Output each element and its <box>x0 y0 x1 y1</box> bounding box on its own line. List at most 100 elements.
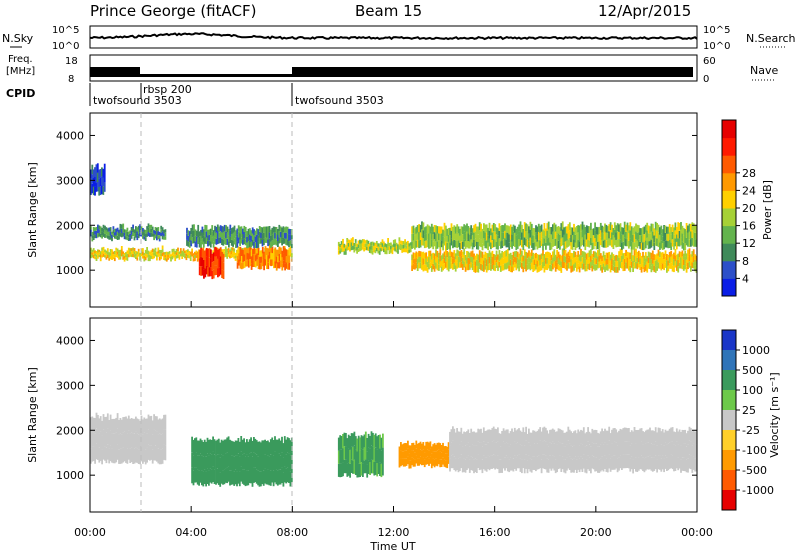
heatmap-cell <box>222 232 225 240</box>
heatmap-cell <box>221 226 223 233</box>
heatmap-cell <box>92 178 95 187</box>
heatmap-cell <box>136 257 139 261</box>
heatmap-cell <box>349 243 351 248</box>
heatmap-cell <box>414 452 416 460</box>
heatmap-cell <box>545 263 547 270</box>
heatmap-cell <box>364 243 367 247</box>
heatmap-cell <box>447 456 450 464</box>
heatmap-cell <box>651 238 654 247</box>
heatmap-cell <box>651 444 654 458</box>
heatmap-cell <box>271 253 274 260</box>
heatmap-cell <box>288 241 290 248</box>
heatmap-cell <box>443 257 446 264</box>
heatmap-cell <box>604 442 606 456</box>
heatmap-cell <box>343 459 346 474</box>
heatmap-cell <box>115 432 118 448</box>
heatmap-cell <box>494 254 497 261</box>
heatmap-cell <box>581 237 584 246</box>
heatmap-cell <box>623 441 626 455</box>
heatmap-cell <box>172 251 175 255</box>
heatmap-cell <box>240 451 243 467</box>
heatmap-cell <box>288 234 290 241</box>
heatmap-cell <box>368 249 371 253</box>
heatmap-cell <box>129 433 132 449</box>
heatmap-cell <box>433 459 436 468</box>
heatmap-cell <box>408 453 411 461</box>
heatmap-cell <box>564 249 567 257</box>
heatmap-cell <box>470 239 473 247</box>
heatmap-cell <box>285 468 288 484</box>
heatmap-cell <box>649 241 651 249</box>
heatmap-cell <box>425 449 428 458</box>
heatmap-cell <box>656 432 658 446</box>
heatmap-cell <box>195 255 198 258</box>
heatmap-cell <box>687 249 689 257</box>
heatmap-cell <box>439 226 442 234</box>
heatmap-cell <box>246 439 248 455</box>
heatmap-cell <box>554 231 557 239</box>
heatmap-cell <box>350 238 353 243</box>
heatmap-cell <box>587 455 589 470</box>
heatmap-cell <box>499 446 502 460</box>
heatmap-cell <box>623 264 626 271</box>
heatmap-cell <box>288 438 290 454</box>
heatmap-cell <box>490 264 492 271</box>
heatmap-cell <box>640 261 643 267</box>
heatmap-cell <box>106 413 109 429</box>
heatmap-cell <box>432 263 435 270</box>
heatmap-cell <box>443 230 446 238</box>
heatmap-cell <box>217 438 220 455</box>
heatmap-cell <box>194 467 196 483</box>
heatmap-cell <box>509 457 512 471</box>
heatmap-cell <box>123 253 126 256</box>
heatmap-cell <box>599 431 602 445</box>
heatmap-cell <box>421 221 423 230</box>
heatmap-cell <box>101 247 103 251</box>
heatmap-cell <box>163 257 165 260</box>
heatmap-cell <box>381 246 384 251</box>
heatmap-cell <box>618 444 620 458</box>
heatmap-cell <box>137 234 140 239</box>
heatmap-cell <box>251 456 254 472</box>
heatmap-cell <box>592 263 595 270</box>
heatmap-cell <box>606 264 609 271</box>
heatmap-cell <box>200 266 202 276</box>
heatmap-cell <box>694 225 696 233</box>
heatmap-cell <box>480 456 482 470</box>
heatmap-cell <box>466 431 468 445</box>
heatmap-cell <box>643 226 646 235</box>
heatmap-cell <box>361 242 364 247</box>
colorbar-swatch <box>722 370 736 391</box>
heatmap-cell <box>428 442 430 451</box>
heatmap-cell <box>123 431 126 447</box>
heatmap-cell <box>435 451 437 459</box>
heatmap-cell <box>136 227 139 232</box>
heatmap-cell <box>484 257 487 264</box>
heatmap-cell <box>483 238 485 246</box>
heatmap-cell <box>656 445 658 460</box>
heatmap-cell <box>691 431 694 446</box>
heatmap-cell <box>353 249 356 253</box>
heatmap-cell <box>257 254 260 262</box>
heatmap-cell <box>407 249 409 254</box>
heatmap-cell <box>150 224 153 229</box>
heatmap-cell <box>356 451 359 465</box>
heatmap-cell <box>364 431 367 446</box>
heatmap-cell <box>275 454 278 470</box>
heatmap-cell <box>264 468 266 484</box>
heatmap-cell <box>144 249 147 254</box>
heatmap-cell <box>439 443 442 452</box>
heatmap-cell <box>191 436 193 453</box>
heatmap-cell <box>345 459 347 474</box>
heatmap-cell <box>375 247 378 252</box>
heatmap-cell <box>673 234 675 243</box>
heatmap-cell <box>126 448 129 464</box>
heatmap-cell <box>243 261 246 268</box>
heatmap-cell <box>590 222 592 231</box>
heatmap-cell <box>164 414 167 430</box>
heatmap-cell <box>523 255 526 263</box>
heatmap-cell <box>153 414 155 430</box>
heatmap-cell <box>450 251 453 258</box>
heatmap-cell <box>601 261 604 267</box>
heatmap-cell <box>281 263 284 271</box>
